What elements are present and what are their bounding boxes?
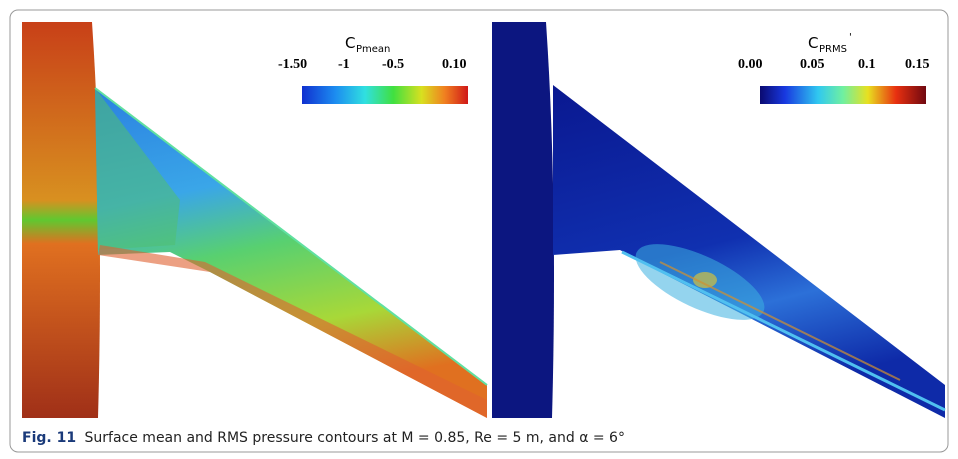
wing: [95, 88, 487, 418]
wing: [553, 85, 945, 418]
colorbar-tick: -1: [338, 57, 350, 72]
caption-text: Surface mean and RMS pressure contours a…: [85, 430, 625, 446]
colorbar-tick: 0.15: [905, 57, 930, 72]
colorbar-tick: 0.00: [738, 57, 763, 72]
shade: [95, 88, 180, 250]
colorbar-tick: 0.10: [442, 57, 467, 72]
shock-line: [621, 250, 946, 412]
fluctuation-peak: [693, 272, 717, 288]
rms-pressure-panel: C PRMS ' 0.00 0.05 0.1 0.15: [492, 22, 947, 418]
colorbar-tick: 0.1: [858, 57, 876, 72]
caption: Fig. 11 Surface mean and RMS pressure co…: [22, 430, 625, 446]
colorbar-symbol: C: [345, 34, 355, 52]
colorbar-tick: -0.5: [382, 57, 404, 72]
colorbar-tick: 0.05: [800, 57, 825, 72]
colorbar-subscript: PRMS: [819, 44, 847, 55]
mean-pressure-panel: C Pmean -1.50 -1 -0.5 0.10: [22, 22, 488, 418]
colorbar-superscript: ': [849, 32, 852, 43]
colorbar-subscript: Pmean: [356, 44, 390, 55]
colorbar: [302, 86, 468, 104]
caption-label: Fig. 11: [22, 430, 76, 446]
colorbar-tick: -1.50: [278, 57, 307, 72]
colorbar-symbol: C: [808, 34, 818, 52]
shock-line: [659, 261, 901, 381]
leading-edge: [94, 87, 488, 386]
fuselage: [22, 22, 100, 418]
fuselage: [492, 22, 554, 418]
colorbar: [760, 86, 926, 104]
